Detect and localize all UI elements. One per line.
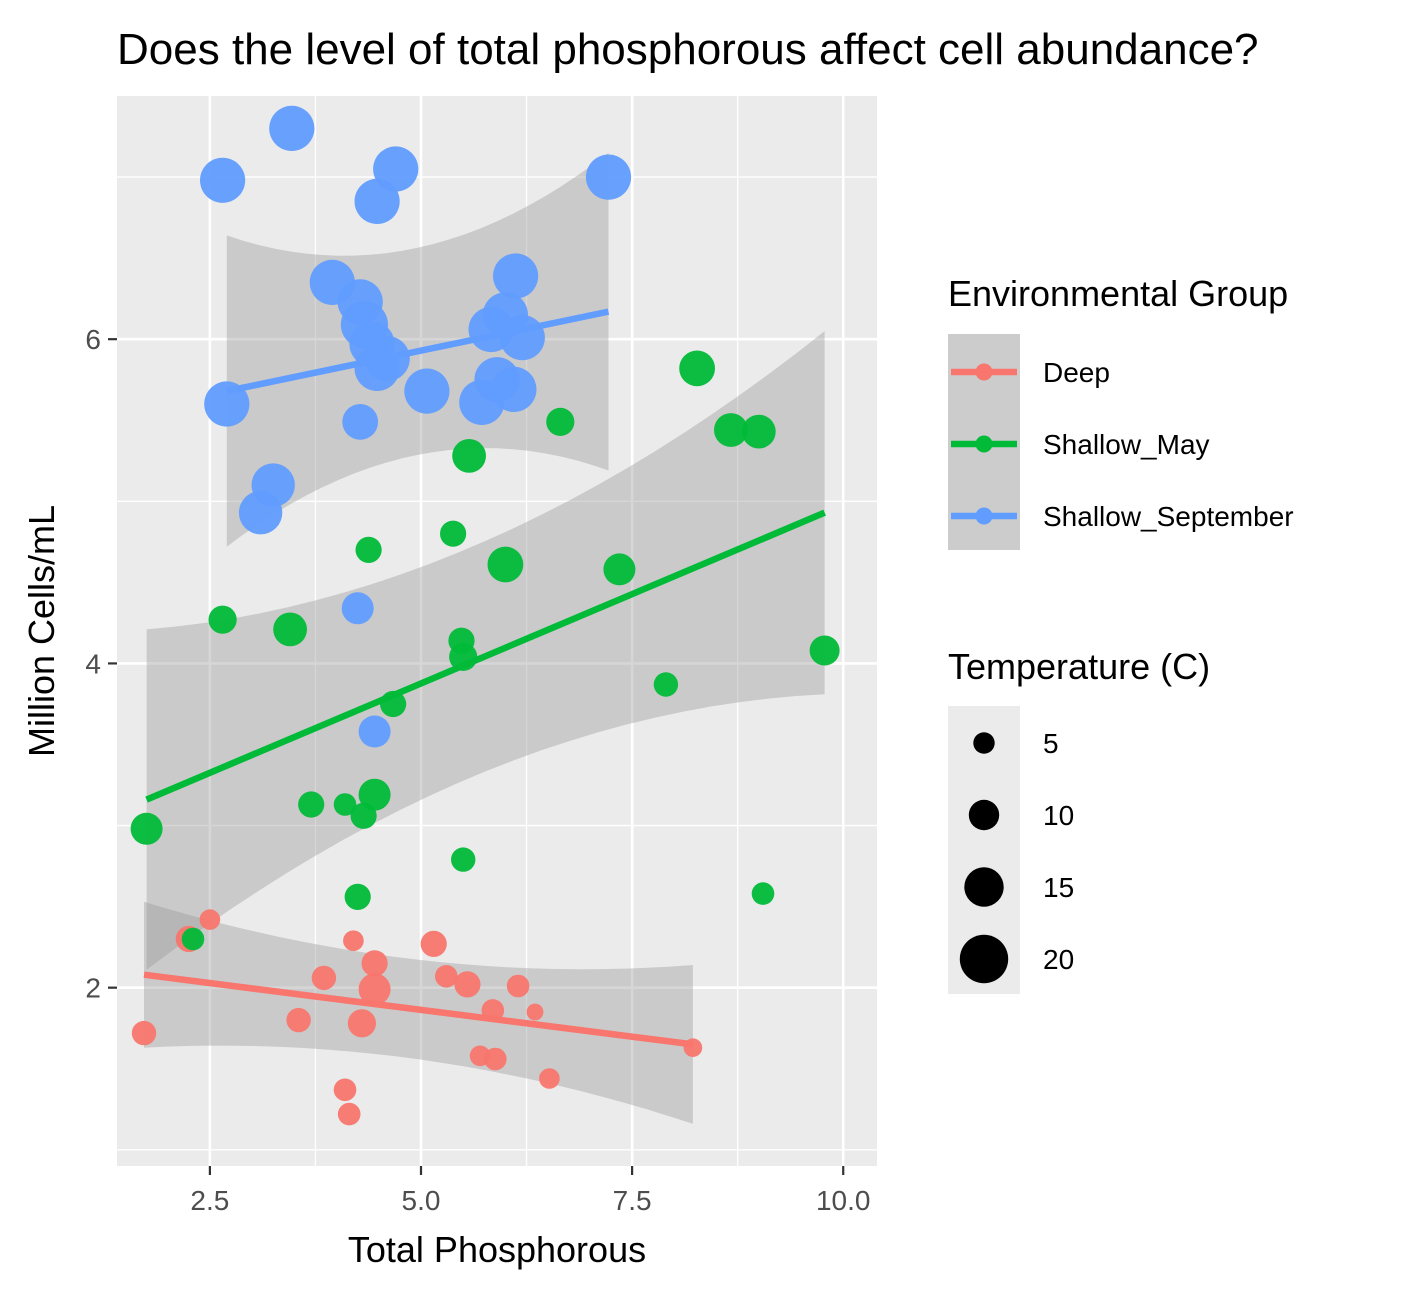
legend-label-deep: Deep	[1043, 357, 1110, 388]
point-shallow_september-15	[373, 146, 419, 192]
point-shallow_may-24	[809, 635, 840, 666]
point-shallow_may-0	[130, 812, 163, 845]
point-deep-6	[337, 1102, 361, 1126]
point-shallow_may-16	[487, 546, 524, 583]
x-tick-label-1: 5.0	[402, 1185, 441, 1216]
size-legend-label-3: 20	[1043, 944, 1074, 975]
point-shallow_may-19	[653, 672, 679, 697]
size-legend-dot-2	[964, 867, 1004, 907]
point-shallow_may-18	[603, 553, 636, 586]
point-deep-13	[454, 971, 481, 998]
point-deep-17	[506, 974, 530, 998]
legend-key-dot-shallow_may	[975, 435, 993, 453]
point-deep-11	[420, 930, 447, 958]
point-shallow_september-4	[269, 105, 315, 151]
point-shallow_september-22	[492, 253, 539, 299]
point-shallow_may-17	[546, 407, 575, 436]
size-legend-label-0: 5	[1043, 728, 1059, 759]
point-shallow_may-22	[741, 414, 776, 449]
point-deep-16	[484, 1047, 507, 1071]
point-deep-12	[435, 965, 458, 988]
point-shallow_september-0	[200, 157, 246, 203]
x-axis: 2.5 5.0 7.5 10.0	[190, 1166, 870, 1216]
point-shallow_may-23	[751, 882, 775, 905]
trend-lines	[143, 308, 826, 1048]
legend-key-dot-deep	[975, 363, 993, 381]
point-deep-0	[131, 1020, 157, 1046]
point-shallow_may-20	[679, 350, 715, 387]
y-axis-title: Million Cells/mL	[21, 505, 62, 757]
x-axis-title: Total Phosphorous	[348, 1229, 646, 1270]
y-tick-label-2: 6	[85, 324, 101, 355]
size-legend-label-1: 10	[1043, 800, 1074, 831]
point-shallow_september-24	[585, 154, 632, 200]
point-deep-19	[539, 1068, 560, 1089]
point-deep-3	[286, 1007, 311, 1033]
point-deep-9	[361, 950, 388, 977]
trend-line-shallow_september	[226, 308, 610, 395]
x-tick-label-2: 7.5	[613, 1185, 652, 1216]
point-shallow_september-21	[491, 366, 537, 412]
point-shallow_september-11	[358, 715, 391, 748]
point-shallow_may-11	[440, 520, 467, 547]
y-tick-label-0: 2	[85, 973, 101, 1004]
chart-title: Does the level of total phosphorous affe…	[117, 25, 1259, 74]
point-shallow_may-21	[714, 413, 748, 447]
point-shallow_may-8	[355, 536, 382, 564]
point-shallow_may-1	[181, 927, 205, 951]
point-shallow_september-16	[404, 368, 450, 414]
y-axis: 2 4 6	[85, 324, 117, 1004]
point-deep-2	[199, 909, 221, 930]
point-shallow_september-1	[204, 381, 250, 427]
size-legend-label-2: 15	[1043, 872, 1074, 903]
point-shallow_may-6	[344, 883, 371, 911]
point-shallow_may-15	[452, 439, 486, 473]
point-shallow_september-6	[341, 592, 374, 625]
trend-line-shallow_may	[145, 509, 826, 803]
point-shallow_september-7	[342, 404, 379, 440]
point-shallow_may-4	[298, 791, 325, 818]
y-tick-label-1: 4	[85, 648, 101, 679]
point-deep-4	[311, 965, 337, 991]
point-shallow_may-14	[451, 847, 476, 872]
point-deep-8	[347, 1009, 376, 1038]
point-shallow_may-2	[208, 605, 237, 634]
data-points	[130, 105, 840, 1126]
color-legend-title: Environmental Group	[948, 273, 1288, 314]
point-deep-10	[358, 973, 391, 1006]
x-tick-label-3: 10.0	[816, 1185, 871, 1216]
trend-line-deep	[143, 971, 694, 1048]
size-legend-title: Temperature (C)	[948, 646, 1210, 687]
point-deep-7	[343, 930, 364, 951]
point-shallow_may-9	[358, 778, 391, 811]
point-shallow_may-3	[273, 612, 307, 647]
size-legend: 5 10 15 20	[948, 706, 1074, 994]
color-legend: Deep Shallow_May Shallow_September	[948, 334, 1294, 550]
legend-label-shallow_may: Shallow_May	[1043, 429, 1210, 460]
legend-label-shallow_september: Shallow_September	[1043, 501, 1294, 532]
point-shallow_september-23	[499, 315, 545, 361]
legend-key-dot-shallow_september	[975, 507, 993, 525]
point-shallow_september-3	[251, 463, 295, 507]
size-legend-dot-1	[968, 799, 1000, 831]
point-deep-18	[526, 1003, 544, 1021]
size-legend-dot-0	[973, 732, 995, 754]
point-deep-5	[333, 1078, 357, 1102]
point-shallow_may-5	[333, 793, 357, 816]
size-legend-dot-3	[959, 934, 1009, 984]
x-tick-label-0: 2.5	[190, 1185, 229, 1216]
